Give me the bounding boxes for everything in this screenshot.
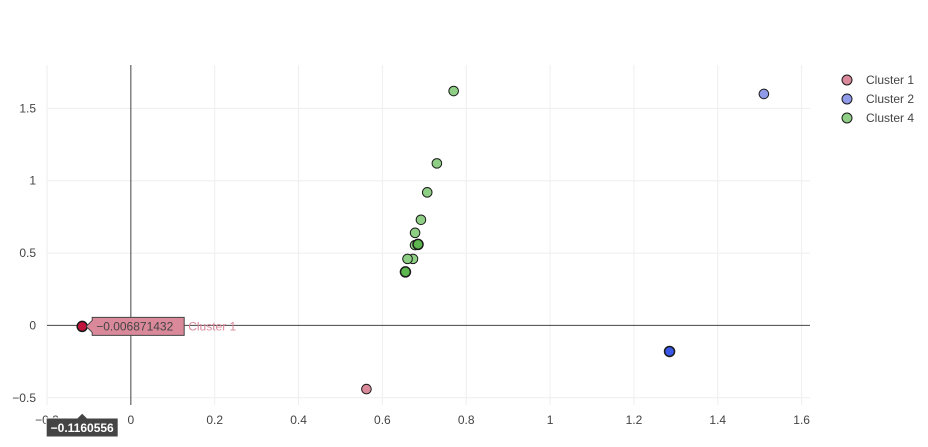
legend-marker: [841, 93, 853, 105]
hover-series-name: Cluster 1: [188, 319, 236, 333]
y-tick-labels: −0.5 0 0.5 1 1.5: [12, 101, 36, 404]
legend-item[interactable]: Cluster 1: [841, 73, 914, 87]
data-point[interactable]: [448, 85, 459, 97]
legend-marker: [841, 112, 853, 124]
legend-marker: [841, 74, 853, 86]
legend-label: Cluster 4: [866, 111, 914, 125]
data-point[interactable]: [399, 266, 412, 278]
x-tick-label: 0.8: [458, 413, 475, 427]
legend-label: Cluster 1: [866, 73, 914, 87]
y-tick-label: 0: [29, 318, 36, 332]
legend-item[interactable]: Cluster 2: [841, 92, 914, 106]
data-points[interactable]: [76, 85, 770, 395]
y-tick-label: −0.5: [12, 391, 36, 405]
data-point[interactable]: [402, 253, 413, 265]
data-point[interactable]: [431, 158, 443, 169]
hover-x-box: [45, 412, 119, 438]
data-point[interactable]: [758, 88, 770, 100]
legend-label: Cluster 2: [866, 92, 914, 106]
x-tick-label: 1.4: [709, 413, 726, 427]
axes: [47, 65, 810, 405]
legend-item[interactable]: Cluster 4: [841, 111, 914, 125]
legend[interactable]: Cluster 1 Cluster 2 Cluster 4: [841, 73, 914, 125]
y-tick-label: 1.5: [19, 101, 36, 115]
x-tick-label: 0.2: [206, 413, 223, 427]
data-point[interactable]: [663, 345, 676, 358]
hover-x-value: −0.1160556: [51, 421, 114, 435]
data-point[interactable]: [421, 187, 433, 198]
data-point[interactable]: [412, 238, 424, 251]
data-point[interactable]: [361, 383, 372, 395]
y-tick-label: 0.5: [19, 246, 36, 260]
x-tick-label: 0.4: [290, 413, 307, 427]
data-point[interactable]: [409, 227, 421, 239]
data-point[interactable]: [415, 214, 427, 226]
x-tick-label: 1.6: [793, 413, 810, 427]
x-tick-label: 1.2: [626, 413, 643, 427]
hover-y-value: −0.006871432: [96, 319, 173, 333]
grid-lines: [46, 65, 810, 405]
x-tick-labels: −0.200.20.40.60.811.21.41.6: [35, 413, 810, 427]
x-tick-label: 0.6: [374, 413, 391, 427]
hover-tooltip: −0.006871432 Cluster 1 −0.1160556: [45, 316, 237, 438]
x-tick-label: 0: [128, 413, 135, 427]
hover-label-box: [85, 316, 185, 336]
x-tick-label: 1: [547, 413, 554, 427]
y-tick-label: 1: [29, 174, 36, 188]
